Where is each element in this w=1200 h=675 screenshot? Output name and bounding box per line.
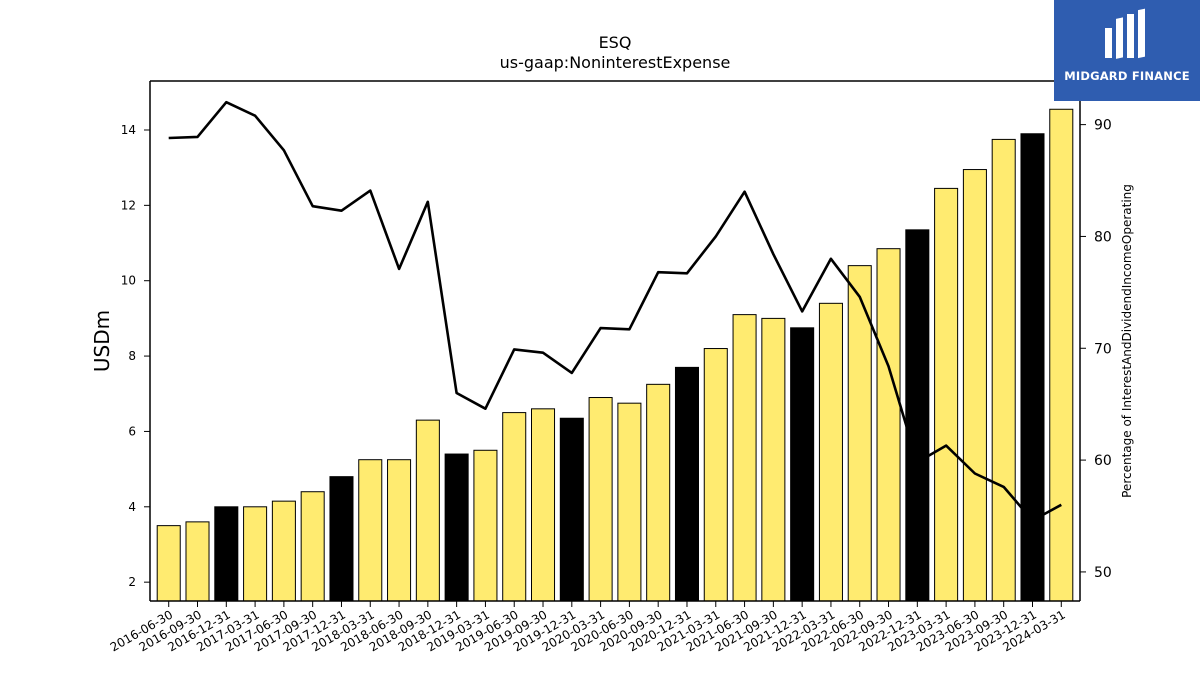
- bar-2018-03-31: [358, 459, 383, 602]
- bar-2017-03-31: [243, 506, 268, 602]
- bar-2021-03-31: [703, 348, 728, 602]
- bar-2020-03-31: [588, 397, 613, 602]
- y-tick-label: 8: [128, 349, 136, 363]
- percentage-line: [168, 100, 1062, 522]
- y2-tick-label: 70: [1094, 341, 1112, 357]
- y2-tick-label: 60: [1094, 453, 1112, 469]
- y-tick-label: 2: [128, 575, 136, 589]
- bar-2023-12-31: [1020, 133, 1045, 602]
- y-tick-label: 4: [128, 500, 136, 514]
- y-tick-label: 14: [121, 123, 136, 137]
- bar-2021-09-30: [761, 317, 786, 602]
- chart-subtitle: us-gaap:NoninterestExpense: [500, 53, 731, 72]
- bar-2016-09-30: [185, 521, 210, 602]
- bar-2022-12-31: [905, 229, 930, 602]
- bar-2016-06-30: [156, 525, 181, 602]
- chart-title: ESQ: [599, 33, 632, 52]
- bar-2020-09-30: [646, 383, 671, 602]
- bar-2018-06-30: [387, 459, 412, 602]
- y-axis-label: USDm: [90, 310, 114, 372]
- bar-2023-09-30: [991, 138, 1016, 602]
- bar-2022-09-30: [876, 248, 901, 602]
- bar-2019-12-31: [559, 417, 584, 602]
- logo-mark-icon: [1105, 8, 1145, 59]
- bar-2023-03-31: [934, 187, 959, 602]
- bar-2019-06-30: [502, 412, 527, 602]
- bar-2018-12-31: [444, 453, 469, 602]
- bar-2017-12-31: [329, 476, 354, 602]
- bar-2020-06-30: [617, 402, 642, 602]
- bar-2016-12-31: [214, 506, 239, 602]
- y2-tick-label: 80: [1094, 229, 1112, 245]
- bar-2019-03-31: [473, 449, 498, 602]
- bar-2022-03-31: [818, 302, 843, 602]
- bar-2021-12-31: [790, 327, 815, 602]
- company-logo: MIDGARD FINANCE: [1054, 0, 1200, 101]
- y2-tick-label: 50: [1094, 565, 1112, 581]
- bar-2019-09-30: [531, 408, 556, 602]
- bar-2018-09-30: [415, 419, 440, 602]
- y2-axis-label: Percentage of InterestAndDividendIncomeO…: [1120, 184, 1134, 498]
- y-tick-label: 10: [121, 274, 136, 288]
- bar-2023-06-30: [962, 169, 987, 602]
- bar-2021-06-30: [732, 314, 757, 602]
- logo-text: MIDGARD FINANCE: [1064, 69, 1190, 83]
- bar-2020-12-31: [674, 366, 699, 602]
- bar-2017-09-30: [300, 491, 325, 602]
- y-tick-label: 6: [128, 424, 136, 438]
- y2-tick-label: 90: [1094, 118, 1112, 134]
- y-tick-label: 12: [121, 198, 136, 212]
- bar-2017-06-30: [271, 500, 296, 602]
- bar-2024-03-31: [1049, 108, 1074, 602]
